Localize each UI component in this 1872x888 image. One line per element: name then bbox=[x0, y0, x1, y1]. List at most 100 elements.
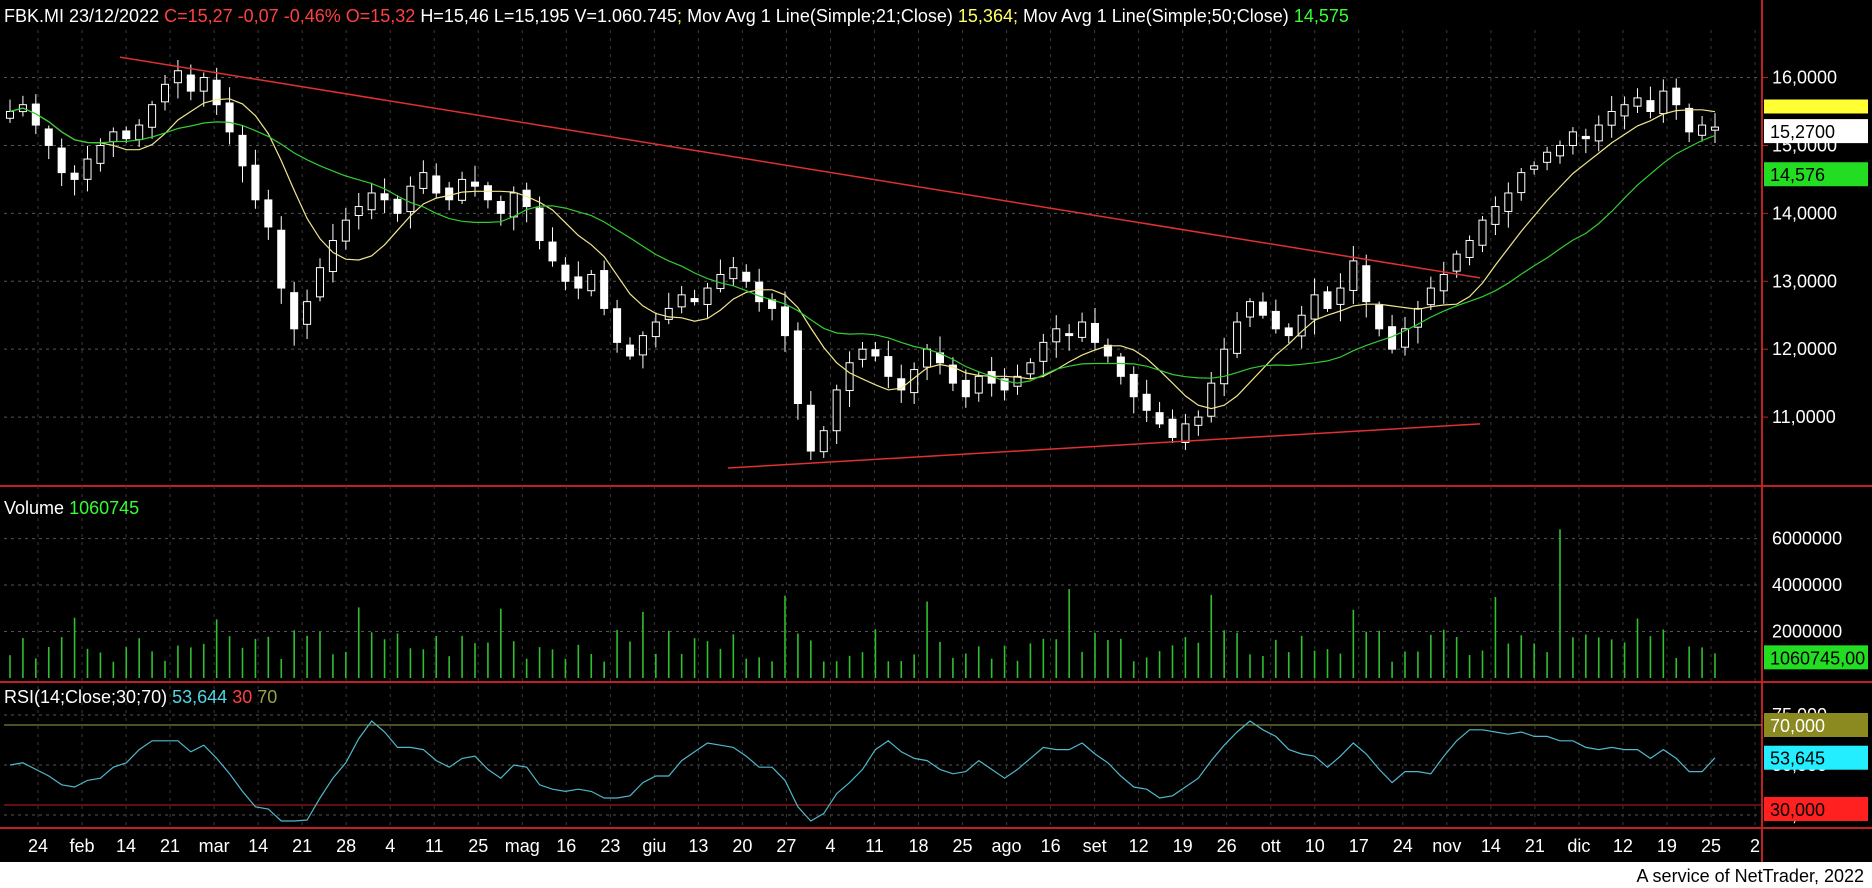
candle-body bbox=[1129, 373, 1138, 398]
candle-body bbox=[690, 298, 699, 303]
candle-body bbox=[574, 276, 583, 289]
candle-body bbox=[651, 321, 660, 338]
candle-body bbox=[819, 430, 828, 453]
candle-body bbox=[328, 240, 337, 273]
candle-body bbox=[122, 130, 131, 140]
candle-body bbox=[1207, 382, 1216, 417]
candle-body bbox=[1672, 87, 1681, 106]
x-tick-label: 10 bbox=[1305, 836, 1325, 856]
x-tick-label: dic bbox=[1567, 836, 1590, 856]
candle-body bbox=[1116, 356, 1125, 377]
candle-body bbox=[1465, 240, 1474, 258]
x-tick-label: 28 bbox=[336, 836, 356, 856]
x-tick-label: set bbox=[1083, 836, 1107, 856]
candle-body bbox=[587, 273, 596, 292]
candle-body bbox=[1698, 124, 1707, 136]
x-tick-label: 21 bbox=[292, 836, 312, 856]
candle-body bbox=[780, 306, 790, 337]
x-tick-label: 4 bbox=[385, 836, 395, 856]
volume-label: Volume bbox=[4, 498, 65, 518]
rsi-low: 30 bbox=[232, 687, 253, 707]
sep-2: ; bbox=[1012, 6, 1018, 26]
x-tick-label: ott bbox=[1261, 836, 1281, 856]
candle-body bbox=[303, 301, 312, 325]
price-tick-label: 14,0000 bbox=[1772, 203, 1837, 223]
price-tick-label: 11,0000 bbox=[1772, 407, 1836, 427]
candle-body bbox=[1052, 328, 1061, 343]
candle-body bbox=[109, 131, 118, 143]
candle-body bbox=[806, 404, 815, 452]
candle-body bbox=[445, 187, 454, 201]
candle-body bbox=[1336, 287, 1345, 305]
price-tick-label: 12,0000 bbox=[1772, 339, 1837, 359]
candle-body bbox=[354, 206, 363, 217]
candle-body bbox=[948, 364, 957, 384]
candle-body bbox=[1659, 90, 1668, 115]
candle-body bbox=[1026, 362, 1035, 375]
candle-body bbox=[1349, 260, 1358, 291]
candle-body bbox=[535, 207, 544, 242]
candle-body bbox=[1362, 265, 1371, 303]
x-tick-label: mar bbox=[199, 836, 230, 856]
x-tick-label: ago bbox=[992, 836, 1022, 856]
candle-body bbox=[858, 348, 867, 360]
candle-body bbox=[1233, 321, 1242, 354]
candle-body bbox=[961, 379, 970, 398]
x-tick-label: 14 bbox=[248, 836, 268, 856]
candle-body bbox=[845, 362, 854, 392]
candle-body bbox=[1543, 151, 1552, 163]
candle-body bbox=[923, 348, 932, 368]
ma50-line bbox=[9, 107, 1716, 384]
candle-body bbox=[173, 70, 182, 84]
volume-tick-label: 6000000 bbox=[1772, 529, 1842, 549]
x-tick-label: giu bbox=[642, 836, 666, 856]
badge-ma50-last-bg bbox=[1764, 162, 1868, 187]
candle-body bbox=[638, 335, 647, 356]
x-tick-label: 11 bbox=[865, 836, 884, 856]
badge-rsi-last-bg bbox=[1764, 745, 1868, 770]
candle-body bbox=[83, 158, 92, 180]
candle-body bbox=[393, 198, 402, 214]
x-tick-label: nov bbox=[1432, 836, 1461, 856]
candle-body bbox=[1581, 135, 1590, 140]
x-tick-label: 24 bbox=[28, 836, 48, 856]
x-tick-label: 19 bbox=[1657, 836, 1677, 856]
candle-body bbox=[600, 270, 609, 309]
candle-body bbox=[1710, 126, 1720, 131]
candle-body bbox=[1039, 341, 1048, 362]
candle-body bbox=[677, 294, 686, 308]
sep-1: ; bbox=[677, 6, 683, 26]
badge-price-last: 15,2700 bbox=[1770, 122, 1835, 142]
price-tick-label: 13,0000 bbox=[1772, 271, 1837, 291]
candle-body bbox=[1220, 348, 1229, 385]
x-tick-label: 18 bbox=[908, 836, 928, 856]
candle-body bbox=[70, 172, 79, 180]
x-tick-label: 25 bbox=[468, 836, 488, 856]
x-tick-label: 27 bbox=[776, 836, 796, 856]
volume-tick-label: 2000000 bbox=[1772, 622, 1842, 642]
candle-body bbox=[1065, 333, 1074, 337]
candle-body bbox=[974, 375, 983, 394]
badge-price-last-bg bbox=[1764, 119, 1868, 144]
candle-body bbox=[1258, 301, 1267, 316]
candle-body bbox=[1375, 304, 1384, 330]
candle-body bbox=[897, 378, 906, 391]
badge-rsi-70-bg bbox=[1764, 713, 1868, 737]
candle-body bbox=[1310, 294, 1319, 320]
candle-body bbox=[277, 229, 286, 289]
ma21-line bbox=[9, 98, 1716, 410]
candle-body bbox=[1400, 328, 1410, 348]
x-tick-label: 25 bbox=[1701, 836, 1721, 856]
candle-body bbox=[884, 356, 893, 377]
x-tick-label: 26 bbox=[1217, 836, 1237, 856]
candle-body bbox=[1413, 307, 1422, 328]
candle-body bbox=[1090, 322, 1100, 343]
rsi-line bbox=[9, 720, 1716, 822]
x-tick-label: 17 bbox=[1349, 836, 1369, 856]
badge-ma50-last: 14,576 bbox=[1770, 165, 1825, 185]
candle-body bbox=[315, 267, 325, 298]
candle-body bbox=[44, 128, 53, 146]
x-tick-label: 21 bbox=[1525, 836, 1545, 856]
candle-body bbox=[380, 193, 389, 201]
